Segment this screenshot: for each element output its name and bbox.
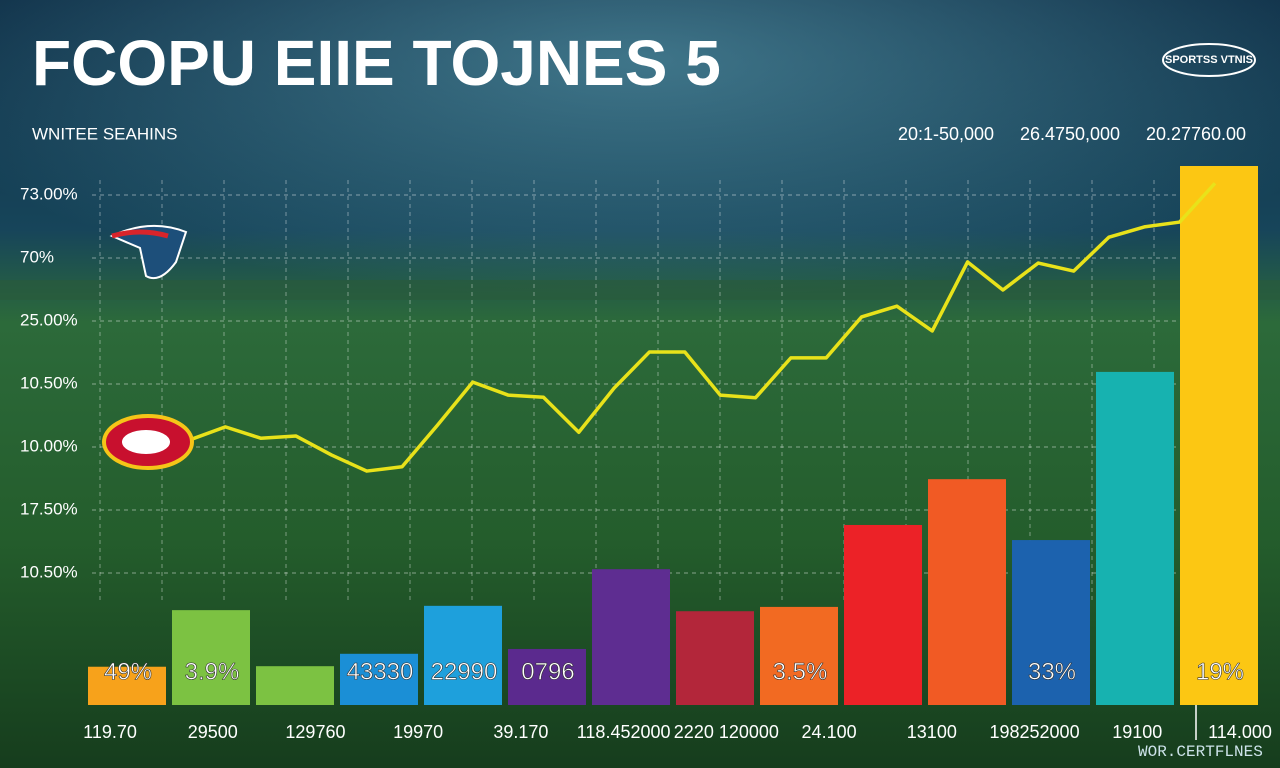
x-tick-label: 29500 [188,722,238,742]
line-layer [189,182,1217,473]
x-tick-label: 114.000 [1208,722,1272,742]
bar-value-label: 22990 [431,658,498,685]
bar [928,479,1006,705]
bar [340,653,418,705]
x-tick-label: 13100 [907,722,957,742]
logo-shape [109,224,188,280]
y-tick-label: 10.00% [20,436,78,455]
stand-band [0,280,1280,300]
x-tick-label: 39.170 [493,722,548,742]
bar [172,610,250,705]
bar-value-label: 19% [1196,658,1244,685]
chart-subtitle: WNITEE SEAHINS [32,124,177,143]
x-tick-label: 24.100 [802,722,857,742]
bar [1096,371,1174,705]
y-tick-label: 25.00% [20,310,78,329]
header-value: 20.27760.00 [1146,124,1246,144]
bar [424,605,502,705]
chart-title: FCOPU EIIE TOJNES 5 [32,27,721,99]
bar [88,666,166,705]
bar-value-label: 3.9% [185,658,240,685]
logo-stripe [111,229,169,239]
y-tick-label: 10.50% [20,562,78,581]
x-tick-label: 118.452000 [577,722,671,742]
bar-value-label: 49% [104,658,152,685]
bar [760,606,838,705]
bar [676,611,754,705]
y-tick-label: 17.50% [20,499,78,518]
x-tick-label: 19100 [1112,722,1162,742]
logo-inner [122,430,170,454]
trend-line [189,182,1217,473]
bar [1012,540,1090,705]
x-tick-label: 129760 [285,722,345,742]
x-tick-label: 198252000 [989,722,1079,742]
bar-value-label: 43330 [347,658,414,685]
x-tick-label: 2220 120000 [674,722,779,742]
bar [1180,166,1258,705]
header-value: 20:1-50,000 [898,124,994,144]
x-tick-label: 19970 [393,722,443,742]
bar-value-label: 3.5% [773,658,828,685]
badge-ring [1162,43,1256,77]
bar [592,569,670,705]
bar-value-label: 33% [1028,658,1076,685]
y-tick-label: 10.50% [20,373,78,392]
bar [256,666,334,705]
badge: SPORTSS VTNIS [1162,43,1256,77]
y-tick-label: 70% [20,247,54,266]
footer: WOR.CERTFLNES [1138,743,1263,761]
y-tick-label: 73.00% [20,184,78,203]
badge-text: SPORTSS VTNIS [1165,54,1253,66]
bar-value-label: 0796 [521,658,574,685]
stadium-glow [0,0,1280,400]
x-tick-label: 119.70 [83,722,137,742]
team-logo [109,224,188,280]
team-logo [102,414,194,470]
header-value: 26.4750,000 [1020,124,1120,144]
bar [844,524,922,705]
bar [508,648,586,705]
bars: 49% 3.9% 43330 22990 0796 3.5% 33% 19% [88,166,1258,705]
